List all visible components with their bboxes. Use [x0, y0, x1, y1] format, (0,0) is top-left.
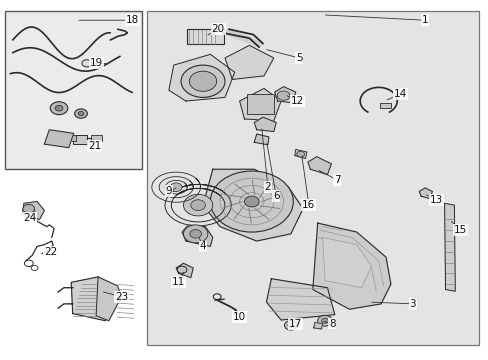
Polygon shape — [222, 29, 263, 47]
Text: 11: 11 — [172, 277, 185, 287]
Circle shape — [75, 109, 87, 118]
Polygon shape — [182, 225, 212, 247]
Polygon shape — [266, 279, 334, 320]
Polygon shape — [254, 117, 276, 131]
Circle shape — [277, 91, 289, 100]
Bar — [146, 11, 478, 345]
Circle shape — [55, 105, 63, 111]
Circle shape — [183, 225, 207, 243]
Text: 12: 12 — [290, 96, 304, 106]
Circle shape — [181, 65, 224, 98]
Text: 10: 10 — [233, 312, 245, 322]
Polygon shape — [224, 45, 273, 80]
Text: 13: 13 — [429, 195, 442, 205]
Polygon shape — [307, 157, 331, 175]
Text: 22: 22 — [44, 247, 57, 257]
Circle shape — [78, 112, 84, 116]
Bar — [186, 29, 223, 44]
Circle shape — [170, 183, 182, 192]
Text: 15: 15 — [453, 225, 466, 235]
Circle shape — [50, 102, 68, 114]
Text: 19: 19 — [89, 58, 102, 68]
Circle shape — [190, 200, 205, 211]
Circle shape — [183, 194, 212, 216]
Circle shape — [244, 196, 259, 207]
Polygon shape — [176, 263, 193, 278]
Bar — [91, 135, 102, 141]
Polygon shape — [239, 89, 281, 121]
Polygon shape — [96, 277, 122, 321]
Bar — [5, 11, 142, 169]
Text: 20: 20 — [211, 24, 224, 34]
Text: 7: 7 — [333, 175, 340, 185]
Text: 2: 2 — [264, 182, 271, 192]
Circle shape — [284, 321, 297, 330]
Text: 17: 17 — [288, 319, 301, 329]
Polygon shape — [254, 134, 268, 145]
Bar — [69, 135, 76, 140]
Text: 9: 9 — [165, 186, 172, 196]
Circle shape — [317, 315, 332, 326]
Bar — [73, 135, 87, 144]
Text: 8: 8 — [328, 319, 335, 329]
Circle shape — [321, 318, 328, 323]
Text: 5: 5 — [295, 53, 302, 63]
Polygon shape — [294, 149, 306, 158]
Polygon shape — [22, 202, 44, 220]
Polygon shape — [312, 223, 390, 309]
Bar — [379, 103, 390, 108]
Text: 24: 24 — [23, 213, 36, 223]
Polygon shape — [322, 238, 370, 288]
Circle shape — [189, 71, 216, 91]
Polygon shape — [203, 169, 303, 241]
Bar — [246, 94, 273, 113]
Circle shape — [23, 204, 35, 213]
Circle shape — [287, 323, 293, 328]
Circle shape — [296, 151, 304, 157]
Circle shape — [82, 60, 92, 67]
Polygon shape — [313, 323, 322, 329]
Text: 18: 18 — [125, 15, 139, 25]
Polygon shape — [274, 87, 295, 103]
Text: 21: 21 — [88, 141, 101, 151]
Text: 1: 1 — [421, 15, 427, 25]
Text: 14: 14 — [393, 89, 407, 99]
Polygon shape — [418, 188, 431, 199]
Text: 3: 3 — [409, 299, 415, 309]
Text: 16: 16 — [302, 200, 315, 210]
Circle shape — [210, 171, 293, 232]
Polygon shape — [444, 203, 454, 291]
Text: 4: 4 — [199, 242, 206, 251]
Polygon shape — [71, 277, 109, 321]
Text: 23: 23 — [115, 292, 128, 302]
Text: 6: 6 — [272, 191, 279, 201]
Polygon shape — [44, 130, 74, 148]
Polygon shape — [168, 54, 234, 101]
Circle shape — [189, 230, 201, 238]
